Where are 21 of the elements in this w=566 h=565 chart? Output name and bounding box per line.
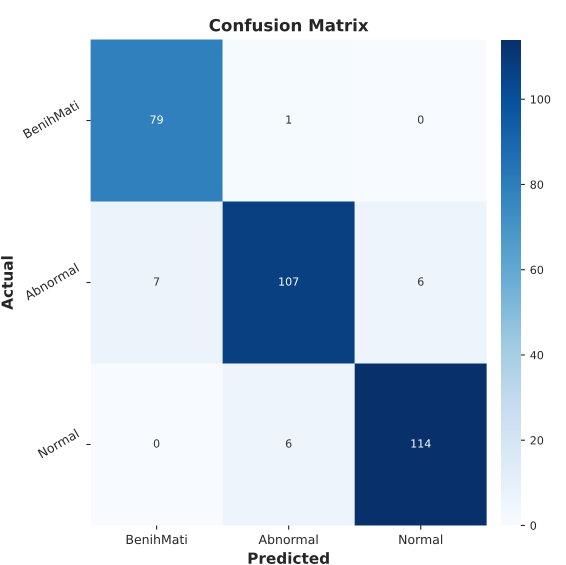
y-axis-title: Actual: [1, 256, 13, 310]
data-label: 107: [279, 277, 298, 286]
data-label: 114: [411, 439, 431, 448]
x-axis-title: Predicted: [248, 552, 329, 564]
data-label: 0: [154, 439, 160, 448]
x-tick-label: Abnormal: [258, 534, 318, 544]
data-label: 0: [418, 115, 424, 124]
data-label: 1: [286, 116, 292, 124]
color-bar-label: 100: [530, 95, 550, 104]
x-tick-label: BenihMati: [126, 534, 187, 544]
color-bar-label: 20: [530, 436, 544, 445]
color-bar-label: 0: [530, 521, 536, 530]
data-label: 6: [286, 439, 292, 448]
color-bar-label: 60: [530, 266, 544, 274]
data-label: 6: [418, 277, 424, 286]
data-label: 79: [150, 115, 163, 124]
color-bar-label: 40: [530, 350, 544, 360]
chart-title: Confusion Matrix: [210, 18, 368, 32]
color-bar-label: 80: [530, 180, 544, 189]
x-tick-label: Normal: [399, 534, 442, 544]
data-label: 7: [154, 277, 160, 286]
